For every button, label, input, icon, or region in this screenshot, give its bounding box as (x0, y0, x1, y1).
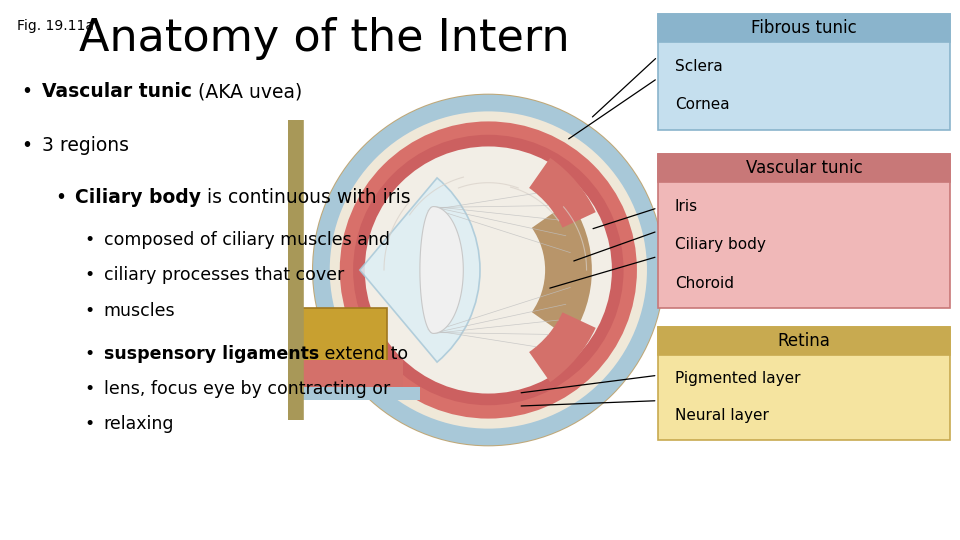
FancyBboxPatch shape (296, 120, 300, 420)
Ellipse shape (365, 146, 612, 394)
FancyBboxPatch shape (658, 327, 950, 440)
Ellipse shape (313, 94, 663, 445)
FancyBboxPatch shape (658, 154, 950, 308)
Ellipse shape (340, 122, 636, 418)
Text: •: • (84, 266, 95, 285)
FancyBboxPatch shape (300, 360, 403, 390)
Text: ciliary processes that cover: ciliary processes that cover (104, 266, 344, 285)
FancyBboxPatch shape (283, 120, 287, 420)
Text: (AKA uvea): (AKA uvea) (192, 82, 302, 102)
Wedge shape (360, 178, 480, 362)
FancyBboxPatch shape (283, 120, 303, 420)
Text: •: • (84, 415, 95, 433)
Text: muscles: muscles (104, 301, 176, 320)
Text: relaxing: relaxing (104, 415, 174, 433)
Text: Ciliary body: Ciliary body (675, 238, 766, 252)
FancyBboxPatch shape (658, 14, 950, 130)
Wedge shape (532, 201, 592, 339)
Text: Iris: Iris (675, 199, 698, 214)
Text: •: • (84, 345, 95, 363)
Text: •: • (21, 82, 33, 102)
Text: Neural layer: Neural layer (675, 408, 769, 423)
Text: extend to: extend to (319, 345, 408, 363)
FancyBboxPatch shape (300, 308, 387, 362)
FancyBboxPatch shape (283, 120, 303, 420)
Polygon shape (420, 207, 464, 333)
FancyBboxPatch shape (287, 120, 291, 420)
Text: •: • (84, 301, 95, 320)
Text: Pigmented layer: Pigmented layer (675, 372, 801, 387)
Text: •: • (21, 136, 33, 156)
FancyBboxPatch shape (300, 387, 420, 400)
Text: •: • (84, 231, 95, 249)
Text: Vascular tunic: Vascular tunic (746, 159, 862, 177)
FancyBboxPatch shape (283, 120, 303, 420)
Text: suspensory ligaments: suspensory ligaments (104, 345, 319, 363)
FancyBboxPatch shape (658, 14, 950, 42)
Text: 3 regions: 3 regions (42, 136, 130, 156)
Text: Fig. 19.11a: Fig. 19.11a (17, 19, 94, 33)
Ellipse shape (353, 135, 624, 405)
Text: Anatomy of the Intern: Anatomy of the Intern (79, 17, 569, 60)
Text: Ciliary body: Ciliary body (75, 187, 201, 207)
Text: Vascular tunic: Vascular tunic (42, 82, 192, 102)
FancyBboxPatch shape (283, 120, 303, 420)
Text: lens, focus eye by contracting or: lens, focus eye by contracting or (104, 380, 390, 398)
Text: •: • (56, 187, 67, 207)
Text: Choroid: Choroid (675, 275, 733, 291)
Text: Fibrous tunic: Fibrous tunic (751, 18, 857, 37)
FancyBboxPatch shape (300, 120, 304, 420)
Text: Sclera: Sclera (675, 59, 723, 74)
Text: composed of ciliary muscles and: composed of ciliary muscles and (104, 231, 390, 249)
FancyBboxPatch shape (658, 154, 950, 182)
Wedge shape (529, 312, 596, 382)
Text: Retina: Retina (778, 332, 830, 350)
FancyBboxPatch shape (283, 120, 303, 420)
Wedge shape (529, 158, 596, 228)
FancyBboxPatch shape (658, 327, 950, 355)
Text: •: • (84, 380, 95, 398)
FancyBboxPatch shape (291, 120, 296, 420)
Text: Cornea: Cornea (675, 97, 730, 112)
Text: is continuous with iris: is continuous with iris (201, 187, 411, 207)
